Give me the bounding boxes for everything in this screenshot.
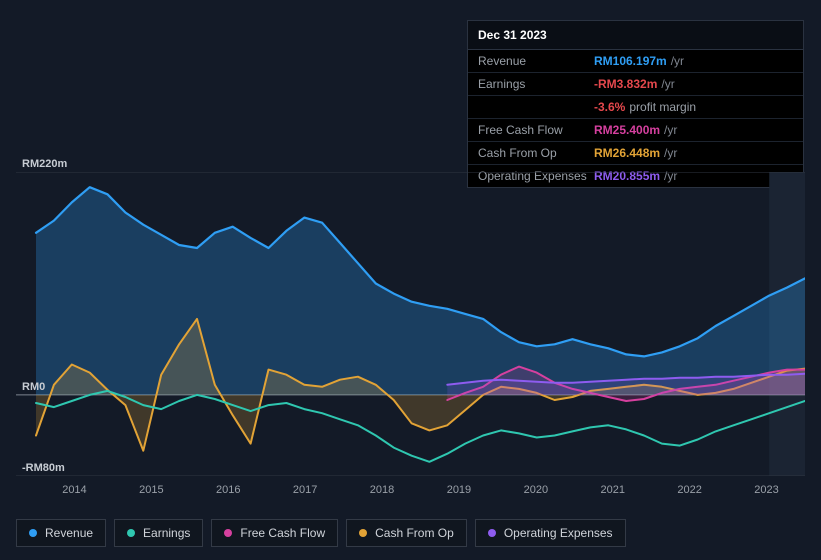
legend-dot-icon (127, 529, 135, 537)
x-axis-label: 2019 (447, 484, 471, 496)
legend-item-label: Operating Expenses (504, 526, 613, 540)
tooltip-row: -3.6% profit margin (468, 96, 803, 119)
tooltip-row-label: Earnings (478, 77, 594, 91)
tooltip-row: RevenueRM106.197m/yr (468, 50, 803, 73)
x-axis-label: 2021 (601, 484, 625, 496)
tooltip-row: Earnings-RM3.832m/yr (468, 73, 803, 96)
legend-dot-icon (488, 529, 496, 537)
legend-item-label: Earnings (143, 526, 190, 540)
x-axis-label: 2014 (62, 484, 86, 496)
tooltip-row-value: RM106.197m (594, 54, 667, 68)
legend-item-cash-from-op[interactable]: Cash From Op (346, 519, 467, 547)
tooltip-row-value: RM25.400m (594, 123, 660, 137)
tooltip-row-value: -RM3.832m (594, 77, 657, 91)
x-axis-label: 2018 (370, 484, 394, 496)
chart-svg[interactable] (16, 172, 805, 476)
tooltip-row-unit: /yr (671, 54, 684, 68)
legend-item-revenue[interactable]: Revenue (16, 519, 106, 547)
legend-item-label: Free Cash Flow (240, 526, 325, 540)
tooltip-row-unit: /yr (664, 123, 677, 137)
tooltip-row-value: -3.6% (594, 100, 625, 114)
financials-chart: RM220m RM0 -RM80m 2014 2015 2016 2017 2018 2019… (16, 158, 805, 518)
legend-item-earnings[interactable]: Earnings (114, 519, 203, 547)
tooltip-row: Free Cash FlowRM25.400m/yr (468, 119, 803, 142)
legend-item-operating-expenses[interactable]: Operating Expenses (475, 519, 626, 547)
y-axis-label: RM220m (22, 158, 67, 170)
tooltip-row-unit: /yr (661, 77, 674, 91)
x-axis-label: 2017 (293, 484, 317, 496)
x-axis-label: 2016 (216, 484, 240, 496)
legend-item-label: Cash From Op (375, 526, 454, 540)
legend-dot-icon (359, 529, 367, 537)
legend-item-label: Revenue (45, 526, 93, 540)
legend-dot-icon (29, 529, 37, 537)
y-axis-label: -RM80m (22, 462, 65, 474)
legend-item-free-cash-flow[interactable]: Free Cash Flow (211, 519, 338, 547)
x-axis-label: 2020 (524, 484, 548, 496)
legend: Revenue Earnings Free Cash Flow Cash From O… (16, 519, 626, 547)
y-axis-label: RM0 (22, 381, 45, 393)
tooltip-row-label: Free Cash Flow (478, 123, 594, 137)
tooltip-row-extra: profit margin (629, 100, 696, 114)
tooltip-date: Dec 31 2023 (468, 21, 803, 50)
tooltip-row-label (478, 100, 594, 114)
x-axis-label: 2022 (677, 484, 701, 496)
tooltip-row-label: Revenue (478, 54, 594, 68)
x-axis-label: 2023 (754, 484, 778, 496)
legend-dot-icon (224, 529, 232, 537)
x-axis-label: 2015 (139, 484, 163, 496)
